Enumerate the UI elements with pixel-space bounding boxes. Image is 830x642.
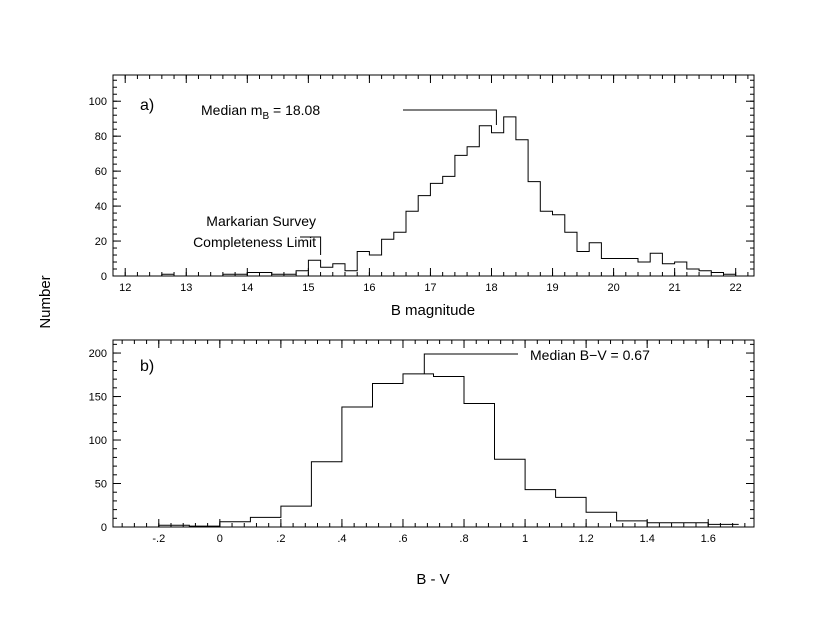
- y-tick-label: 0: [101, 522, 107, 534]
- markarian-line1: Markarian Survey: [206, 213, 316, 229]
- x-tick-label: 0: [217, 533, 223, 545]
- x-tick-label: 17: [424, 282, 436, 294]
- y-tick-label: 80: [95, 131, 107, 143]
- panel-a-ticks: 12 13 14 15 16 17 18 19 20 21 22 0 20 40 60 80 100: [89, 75, 754, 294]
- y-tick-label: 20: [95, 236, 107, 248]
- y-tick-label: 0: [101, 271, 107, 283]
- x-tick-label: 18: [485, 282, 497, 294]
- panel-b-label: b): [140, 358, 154, 375]
- x-tick-label: .2: [276, 533, 285, 545]
- x-tick-label: 1.6: [701, 533, 716, 545]
- panel-b-ticks: -.2 0 .2 .4 .6 .8 1 1.2 1.4 1.6 0 50 100 150 200: [89, 340, 754, 545]
- markarian-leader-line: [300, 236, 322, 255]
- y-tick-label: 50: [95, 479, 107, 491]
- x-tick-label: 15: [302, 282, 314, 294]
- y-tick-label: 100: [89, 96, 107, 108]
- x-tick-label: 12: [119, 282, 131, 294]
- median-mb-text: Median mB = 18.08: [201, 102, 320, 122]
- panel-a-histogram-line: [113, 116, 736, 277]
- x-tick-label: 21: [669, 282, 681, 294]
- y-tick-label: 150: [89, 392, 107, 404]
- panel-b-xlabel: B - V: [416, 571, 449, 588]
- panel-a-magnitude-histogram: 12 13 14 15 16 17 18 19 20 21 22 0 20 40 60 80 100 a) B …: [89, 74, 755, 319]
- x-tick-label: 14: [241, 282, 253, 294]
- x-tick-label: 1.2: [578, 533, 593, 545]
- x-tick-label: .6: [398, 533, 407, 545]
- panel-b-histogram-line: [128, 373, 739, 528]
- markarian-line2: Completeness Limit: [193, 234, 316, 250]
- x-tick-label: 1.4: [640, 533, 655, 545]
- x-tick-label: 20: [607, 282, 619, 294]
- y-tick-label: 40: [95, 201, 107, 213]
- median-bv-text: Median B−V = 0.67: [530, 347, 650, 363]
- panel-a-xlabel: B magnitude: [391, 302, 475, 319]
- x-tick-label: .8: [459, 533, 468, 545]
- y-tick-label: 100: [89, 435, 107, 447]
- panel-b-frame: [112, 339, 755, 528]
- y-tick-label: 200: [89, 348, 107, 360]
- median-mb-annotation: Median mB = 18.08: [201, 102, 497, 125]
- figure-ylabel: Number: [37, 275, 54, 328]
- markarian-limit-annotation: Markarian Survey Completeness Limit: [193, 213, 322, 255]
- x-tick-label: 1: [522, 533, 528, 545]
- x-tick-label: .4: [337, 533, 346, 545]
- y-tick-label: 60: [95, 166, 107, 178]
- median-mb-leader-line: [403, 109, 497, 125]
- x-tick-label: 19: [546, 282, 558, 294]
- x-tick-label: 16: [363, 282, 375, 294]
- median-bv-leader-line: [423, 353, 518, 374]
- panel-b-color-histogram: -.2 0 .2 .4 .6 .8 1 1.2 1.4 1.6 0 50 100 150 200 b) B …: [89, 339, 755, 588]
- x-tick-label: -.2: [152, 533, 165, 545]
- x-tick-label: 22: [730, 282, 742, 294]
- x-tick-label: 13: [180, 282, 192, 294]
- median-bv-annotation: Median B−V = 0.67: [423, 347, 650, 374]
- panel-a-label: a): [140, 97, 154, 114]
- panel-a-frame: [112, 74, 755, 277]
